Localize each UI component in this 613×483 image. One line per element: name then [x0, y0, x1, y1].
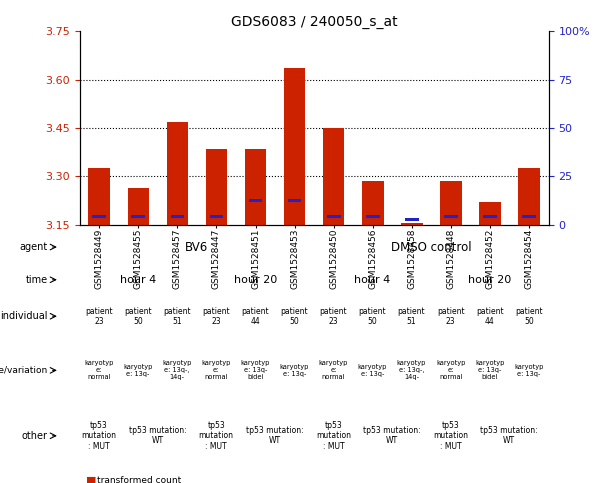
Bar: [444, 215, 458, 218]
Text: ■: ■: [86, 476, 96, 483]
Bar: [522, 215, 536, 218]
Text: time: time: [25, 275, 48, 285]
Bar: [210, 215, 223, 218]
Text: patient
51: patient 51: [163, 307, 191, 326]
Text: karyotyp
e: 13q-: karyotyp e: 13q-: [514, 364, 544, 377]
Text: karyotyp
e:
normal: karyotyp e: normal: [84, 360, 113, 380]
Bar: [131, 215, 145, 218]
Bar: [519, 168, 540, 225]
Text: patient
50: patient 50: [359, 307, 386, 326]
Bar: [327, 215, 341, 218]
Text: patient
50: patient 50: [515, 307, 543, 326]
Text: hour 4: hour 4: [354, 275, 390, 285]
Text: karyotyp
e:
normal: karyotyp e: normal: [319, 360, 348, 380]
Text: patient
23: patient 23: [319, 307, 347, 326]
Bar: [167, 122, 188, 225]
Bar: [93, 215, 106, 218]
Text: hour 20: hour 20: [234, 275, 277, 285]
Text: karyotyp
e: 13q-,
14q-: karyotyp e: 13q-, 14q-: [397, 360, 426, 380]
Text: karyotyp
e: 13q-: karyotyp e: 13q-: [358, 364, 387, 377]
Bar: [170, 215, 185, 218]
Text: transformed count: transformed count: [97, 476, 181, 483]
Text: patient
23: patient 23: [437, 307, 465, 326]
Text: karyotyp
e:
normal: karyotyp e: normal: [202, 360, 231, 380]
Text: patient
44: patient 44: [476, 307, 503, 326]
Text: genotype/variation: genotype/variation: [0, 366, 48, 375]
Bar: [401, 223, 422, 225]
Bar: [88, 168, 110, 225]
Text: karyotyp
e: 13q-,
14q-: karyotyp e: 13q-, 14q-: [162, 360, 192, 380]
Text: DMSO control: DMSO control: [390, 241, 471, 254]
Text: tp53 mutation:
WT: tp53 mutation: WT: [481, 426, 538, 445]
Text: karyotyp
e: 13q-
bidel: karyotyp e: 13q- bidel: [475, 360, 504, 380]
Text: hour 20: hour 20: [468, 275, 511, 285]
Text: karyotyp
e:
normal: karyotyp e: normal: [436, 360, 465, 380]
Text: other: other: [21, 431, 48, 441]
Bar: [366, 215, 379, 218]
Bar: [479, 202, 501, 225]
Text: agent: agent: [19, 242, 48, 252]
Bar: [323, 128, 345, 225]
Title: GDS6083 / 240050_s_at: GDS6083 / 240050_s_at: [231, 15, 397, 29]
Text: patient
50: patient 50: [281, 307, 308, 326]
Text: tp53 mutation:
WT: tp53 mutation: WT: [246, 426, 303, 445]
Bar: [245, 149, 266, 225]
Bar: [287, 199, 302, 202]
Text: BV6: BV6: [185, 241, 208, 254]
Text: patient
44: patient 44: [242, 307, 269, 326]
Text: patient
23: patient 23: [202, 307, 230, 326]
Bar: [128, 187, 149, 225]
Text: patient
51: patient 51: [398, 307, 425, 326]
Text: tp53
mutation
: MUT: tp53 mutation : MUT: [82, 421, 116, 451]
Bar: [284, 69, 305, 225]
Text: karyotyp
e: 13q-: karyotyp e: 13q-: [280, 364, 309, 377]
Text: karyotyp
e: 13q-
bidel: karyotyp e: 13q- bidel: [240, 360, 270, 380]
Text: patient
50: patient 50: [124, 307, 152, 326]
Text: tp53
mutation
: MUT: tp53 mutation : MUT: [316, 421, 351, 451]
Text: tp53
mutation
: MUT: tp53 mutation : MUT: [199, 421, 234, 451]
Text: patient
23: patient 23: [85, 307, 113, 326]
Text: tp53 mutation:
WT: tp53 mutation: WT: [129, 426, 186, 445]
Text: tp53
mutation
: MUT: tp53 mutation : MUT: [433, 421, 468, 451]
Text: tp53 mutation:
WT: tp53 mutation: WT: [363, 426, 421, 445]
Bar: [440, 181, 462, 225]
Bar: [405, 218, 419, 221]
Bar: [362, 181, 384, 225]
Bar: [483, 215, 497, 218]
Text: individual: individual: [0, 311, 48, 321]
Text: karyotyp
e: 13q-: karyotyp e: 13q-: [123, 364, 153, 377]
Bar: [249, 199, 262, 202]
Text: hour 4: hour 4: [120, 275, 156, 285]
Bar: [206, 149, 227, 225]
